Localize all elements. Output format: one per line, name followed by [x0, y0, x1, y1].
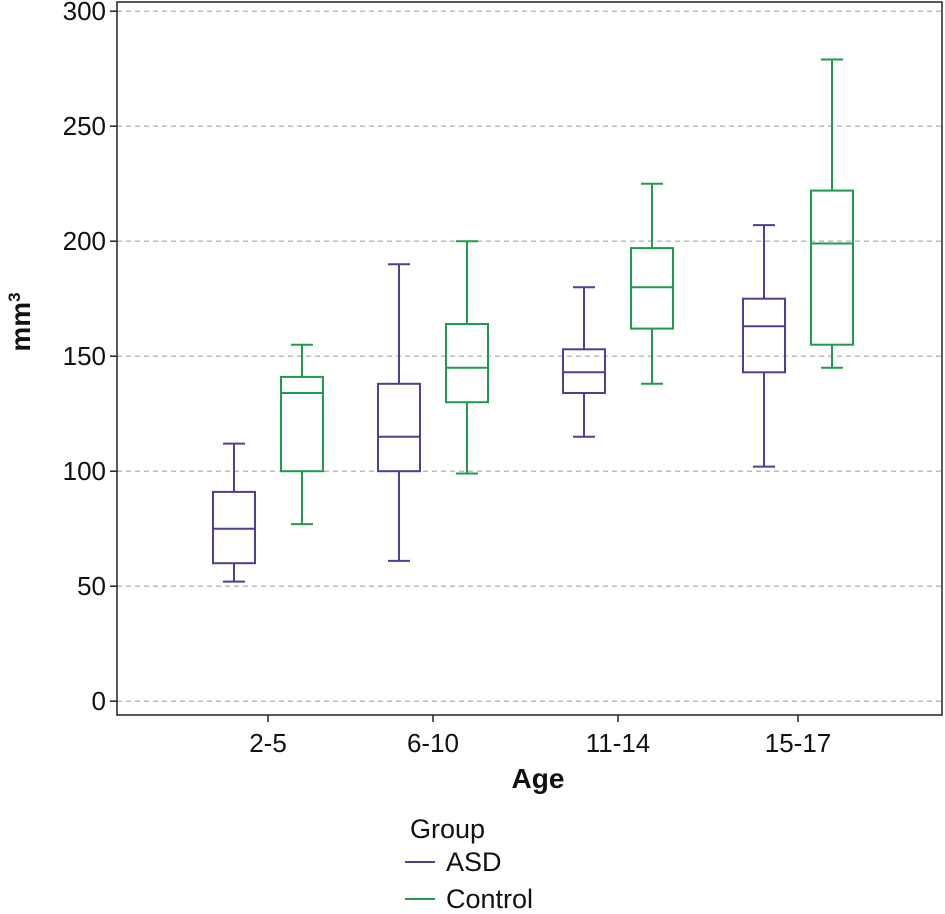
- box-iqr: [280, 375, 324, 473]
- x-tick-label: 15-17: [765, 728, 832, 758]
- x-tick-label: 6-10: [407, 728, 459, 758]
- legend-title: Group: [410, 814, 485, 844]
- box-asd-15-17: [742, 224, 786, 468]
- box-asd-11-14: [562, 286, 606, 438]
- y-axis-title-superscript: 3: [5, 292, 24, 301]
- box-iqr: [377, 382, 421, 473]
- legend-label-asd: ASD: [446, 847, 502, 877]
- y-tick-label: 50: [77, 571, 106, 601]
- box-iqr: [562, 348, 606, 394]
- y-tick-label: 150: [63, 341, 106, 371]
- y-tick-label: 0: [92, 686, 106, 716]
- y-tick-label: 300: [63, 0, 106, 26]
- box-iqr: [630, 247, 674, 330]
- legend: Group ASD Control: [405, 814, 533, 914]
- x-tick-label: 2-5: [249, 728, 287, 758]
- box-asd-2-5: [212, 442, 256, 583]
- x-tick-label: 11-14: [586, 728, 651, 758]
- plot-frame: [116, 1, 943, 716]
- box-iqr: [810, 189, 854, 346]
- box-plot-series: [212, 58, 854, 583]
- box-iqr: [212, 490, 256, 565]
- y-tick-label: 200: [63, 226, 106, 256]
- y-tick-label: 100: [63, 456, 106, 486]
- y-axis-title-base: mm: [5, 302, 36, 352]
- box-asd-6-10: [377, 263, 421, 562]
- box-control-11-14: [630, 182, 674, 385]
- box-control-6-10: [445, 240, 489, 475]
- y-axis-ticks: 0 50 100 150 200 250 300: [63, 0, 117, 716]
- box-control-2-5: [280, 343, 324, 526]
- legend-label-control: Control: [446, 884, 533, 914]
- box-iqr: [445, 323, 489, 404]
- box-iqr: [742, 297, 786, 374]
- y-tick-label: 250: [63, 111, 106, 141]
- box-control-15-17: [810, 58, 854, 369]
- y-axis-title: mm3: [5, 292, 36, 351]
- x-axis-title: Age: [512, 763, 565, 794]
- x-axis-ticks: 2-5 6-10 11-14 15-17: [249, 715, 831, 758]
- grid-lines: [117, 10, 942, 702]
